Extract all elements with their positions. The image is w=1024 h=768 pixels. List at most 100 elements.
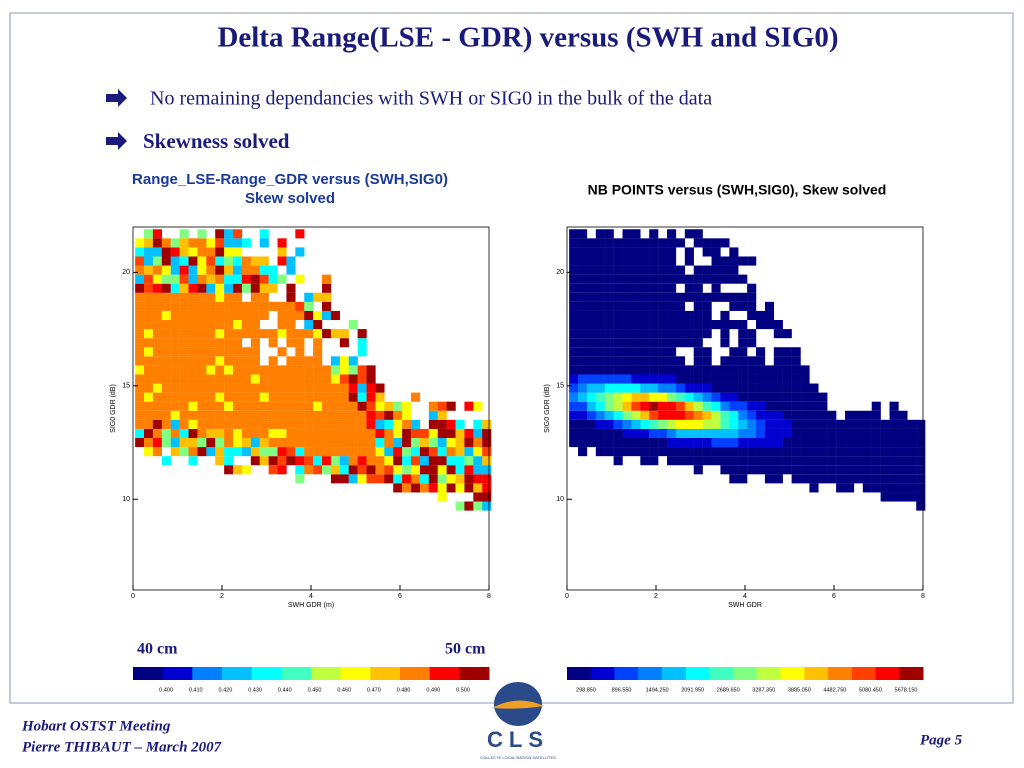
heat-cell xyxy=(144,356,154,366)
heat-cell xyxy=(152,329,163,339)
heat-cell xyxy=(684,410,694,420)
heat-cell xyxy=(179,256,189,266)
heat-cell xyxy=(862,428,872,439)
heat-cell xyxy=(631,320,641,330)
heat-cell xyxy=(747,383,757,393)
heat-cell xyxy=(711,419,721,429)
heat-cell xyxy=(188,320,198,330)
heat-cell xyxy=(631,347,641,357)
heat-cell xyxy=(586,383,597,393)
heat-cell xyxy=(729,474,739,484)
heat-cell xyxy=(295,401,305,411)
heat-cell xyxy=(188,274,198,284)
heat-cell xyxy=(482,437,492,448)
heat-cell xyxy=(446,456,456,466)
heat-cell xyxy=(773,447,783,457)
heat-cell xyxy=(729,437,739,448)
heat-cell xyxy=(411,428,421,439)
heat-cell xyxy=(330,374,341,384)
heat-cell xyxy=(569,238,579,248)
heat-cell xyxy=(473,456,483,466)
heat-cell xyxy=(747,365,757,375)
heat-cell xyxy=(631,428,641,439)
heat-cell xyxy=(907,437,917,448)
heat-cell xyxy=(135,292,145,302)
heat-cell xyxy=(693,437,703,448)
heat-cell xyxy=(586,338,597,348)
heat-cell xyxy=(613,329,623,339)
heat-cell xyxy=(613,410,623,420)
heat-cell xyxy=(622,310,632,321)
heat-cell xyxy=(871,474,881,484)
heat-cell xyxy=(473,428,483,439)
heat-cell xyxy=(916,419,926,429)
heat-cell xyxy=(179,301,189,311)
heat-cell xyxy=(455,419,465,429)
heat-cell xyxy=(836,419,846,429)
heat-cell xyxy=(764,447,775,457)
heat-cell xyxy=(693,292,703,302)
heat-cell xyxy=(631,247,641,257)
heat-cell xyxy=(916,474,926,484)
heat-cell xyxy=(241,447,252,457)
heat-cell xyxy=(622,437,632,448)
heat-cell xyxy=(233,292,243,302)
heat-cell xyxy=(649,428,659,439)
heat-cell xyxy=(446,465,456,475)
heat-cell xyxy=(277,374,287,384)
heat-cell xyxy=(152,383,163,393)
heat-cell xyxy=(667,256,677,266)
heat-cell xyxy=(268,437,278,448)
heat-cell xyxy=(595,310,605,321)
heat-cell xyxy=(684,437,694,448)
heat-cell xyxy=(144,447,154,457)
heat-cell xyxy=(482,419,492,429)
heat-cell xyxy=(640,310,650,321)
heat-cell xyxy=(613,238,623,248)
heat-cell xyxy=(738,410,748,420)
heat-cell xyxy=(152,401,163,411)
heat-cell xyxy=(764,301,775,311)
heat-cell xyxy=(658,374,668,384)
heat-cell xyxy=(658,347,668,357)
heat-cell xyxy=(756,392,766,402)
heat-cell xyxy=(595,283,605,293)
heat-cell xyxy=(747,292,757,302)
heat-cell xyxy=(277,301,287,311)
heat-cell xyxy=(889,401,899,411)
heat-cell xyxy=(738,401,748,411)
heat-cell xyxy=(640,392,650,402)
heat-cell xyxy=(613,283,623,293)
heat-cell xyxy=(170,265,180,275)
heat-cell xyxy=(791,374,801,384)
heat-cell xyxy=(747,301,757,311)
heat-cell xyxy=(729,428,739,439)
heat-cell xyxy=(277,238,287,248)
heat-cell xyxy=(569,374,579,384)
heat-cell xyxy=(818,465,828,475)
heat-cell xyxy=(640,437,650,448)
heat-cell xyxy=(702,274,712,284)
heat-cell xyxy=(446,474,456,484)
heat-cell xyxy=(622,365,632,375)
heat-cell xyxy=(464,437,474,448)
heat-cell xyxy=(286,283,296,293)
heat-cell xyxy=(304,329,314,339)
heat-cell xyxy=(871,428,881,439)
heat-cell xyxy=(631,229,641,239)
heat-cell xyxy=(206,347,216,357)
heat-cell xyxy=(268,365,278,375)
heat-cell xyxy=(473,465,483,475)
heat-cell xyxy=(241,238,252,248)
heat-cell xyxy=(613,265,623,275)
heat-cell xyxy=(464,474,474,484)
heat-cell xyxy=(836,428,846,439)
heat-cell xyxy=(348,374,358,384)
heat-cell xyxy=(348,437,358,448)
heat-cell xyxy=(747,374,757,384)
heat-cell xyxy=(206,447,216,457)
heat-cell xyxy=(295,392,305,402)
heat-cell xyxy=(170,292,180,302)
heat-cell xyxy=(286,392,296,402)
heat-cell xyxy=(667,356,677,366)
